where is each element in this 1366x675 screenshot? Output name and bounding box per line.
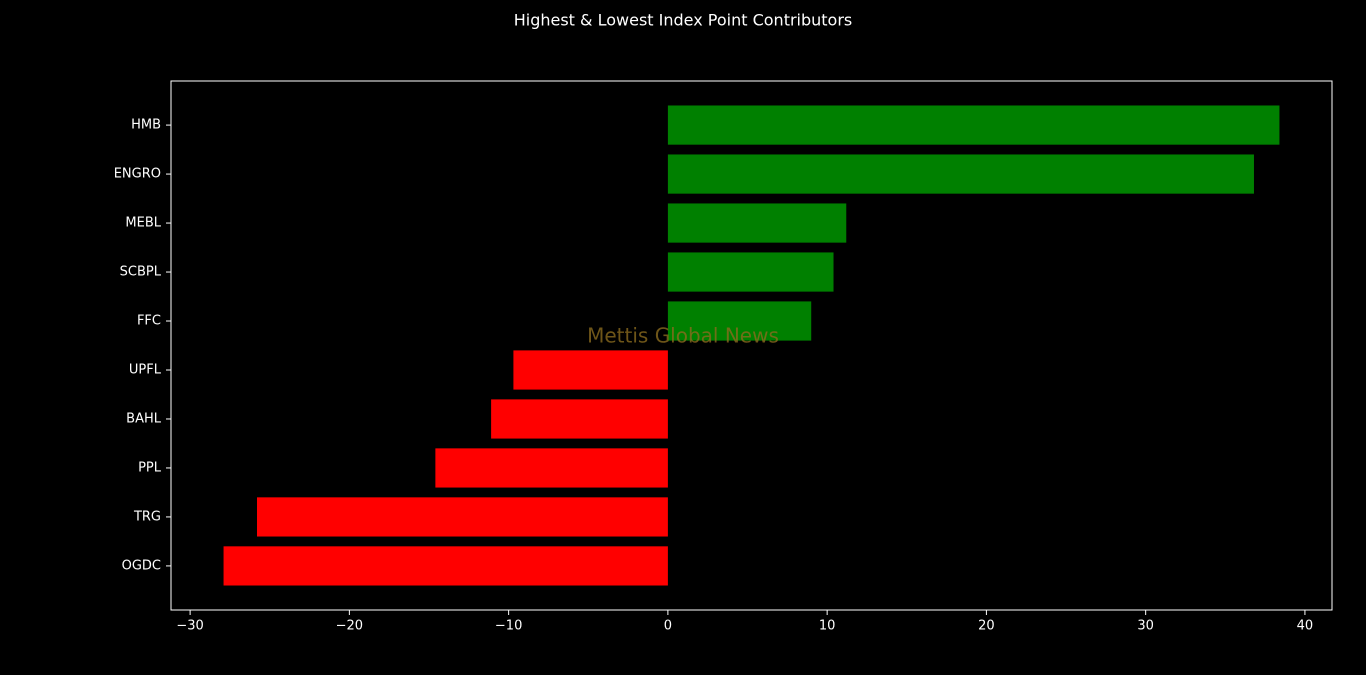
x-tick-label: 40	[1297, 619, 1314, 634]
y-tick-label: PPL	[138, 460, 162, 475]
x-tick-label: 30	[1137, 619, 1154, 634]
y-tick-label: UPFL	[129, 362, 162, 377]
y-tick-label: FFC	[137, 314, 161, 329]
bar	[257, 497, 668, 537]
bar	[513, 350, 668, 390]
y-tick-label: HMB	[131, 118, 161, 133]
x-tick-label: 10	[819, 619, 836, 634]
chart-title: Highest & Lowest Index Point Contributor…	[514, 11, 853, 30]
x-tick-label: −30	[176, 619, 203, 634]
bar	[491, 399, 668, 439]
y-tick-label: BAHL	[126, 411, 162, 426]
watermark: Mettis Global News	[587, 324, 779, 348]
bar	[223, 546, 668, 586]
bar	[667, 203, 847, 243]
y-tick-label: TRG	[133, 509, 161, 524]
x-tick-label: −10	[495, 619, 522, 634]
x-tick-label: −20	[336, 619, 363, 634]
bar	[667, 301, 812, 341]
y-tick-label: SCBPL	[120, 265, 162, 280]
bar	[435, 448, 668, 488]
x-tick-label: 0	[664, 619, 672, 634]
plot-frame	[170, 80, 1333, 611]
y-tick-label: MEBL	[125, 216, 161, 231]
bar	[667, 252, 834, 292]
y-tick-label: OGDC	[122, 558, 161, 573]
bar	[667, 154, 1254, 194]
x-tick-label: 20	[978, 619, 995, 634]
bar	[667, 105, 1280, 145]
y-tick-label: ENGRO	[114, 167, 161, 182]
